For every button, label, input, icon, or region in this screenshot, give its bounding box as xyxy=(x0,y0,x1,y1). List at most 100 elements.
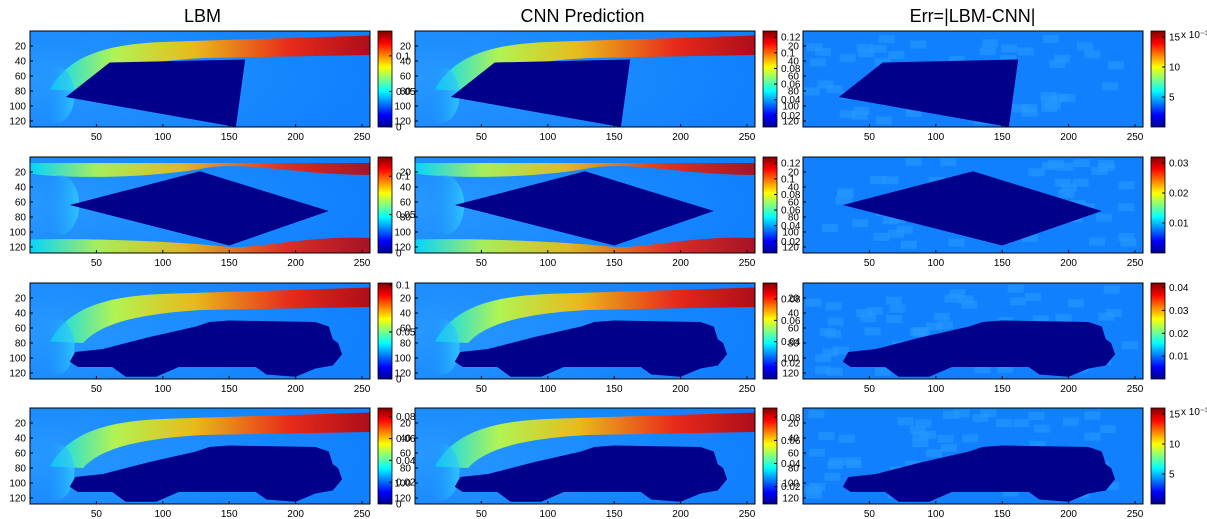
colorbar-label: 0.06 xyxy=(781,436,801,447)
colorbar-label: 10 xyxy=(1169,440,1181,451)
colorbar-label: 0.08 xyxy=(396,412,416,423)
x-tick-label: 150 xyxy=(606,509,623,519)
column-title-lbm: LBM xyxy=(183,6,221,26)
y-tick-label: 80 xyxy=(15,213,27,224)
x-tick-label: 250 xyxy=(739,132,756,143)
colorbar-label: 0.12 xyxy=(781,159,801,170)
y-tick-label: 20 xyxy=(15,294,27,305)
y-tick-label: 120 xyxy=(394,243,411,254)
colorbar-label: 0.05 xyxy=(396,210,416,221)
colorbar xyxy=(762,407,778,505)
heatmap-panel-r3-error: 50 100 150 200 250 20 40 60 80 100 120 0.01 0.02 0.03… xyxy=(782,282,1189,395)
y-tick-label: 60 xyxy=(15,198,27,209)
heatmap-panel-r4-lbm: 50 100 150 200 2502040608010012000.020.040.0… xyxy=(9,407,416,519)
colorbar-label: 0.08 xyxy=(781,64,801,75)
x-tick-label: 50 xyxy=(864,509,876,519)
x-tick-label: 200 xyxy=(1060,258,1077,269)
y-tick-label: 40 xyxy=(15,57,27,68)
x-tick-label: 150 xyxy=(606,132,623,143)
y-tick-label: 20 xyxy=(788,294,800,305)
y-tick-label: 80 xyxy=(788,87,800,98)
y-tick-label: 20 xyxy=(15,168,27,179)
y-tick-label: 120 xyxy=(782,117,799,128)
colorbar xyxy=(762,156,778,254)
y-tick-label: 100 xyxy=(9,479,26,490)
colorbar-label: 0.02 xyxy=(396,478,416,489)
y-tick-label: 100 xyxy=(394,354,411,365)
colorbar-label: 0 xyxy=(396,249,402,260)
x-tick-label: 150 xyxy=(994,132,1011,143)
x-tick-label: 250 xyxy=(1127,132,1144,143)
y-tick-label: 60 xyxy=(400,324,412,335)
x-tick-label: 250 xyxy=(354,384,371,395)
colorbar-label: 0.04 xyxy=(781,459,801,470)
colorbar-label: 0.1 xyxy=(396,51,410,62)
y-tick-label: 100 xyxy=(9,102,26,113)
colorbar-label: 0 xyxy=(396,375,402,386)
colorbar-label: 15 xyxy=(1169,410,1181,421)
y-tick-label: 40 xyxy=(400,309,412,320)
x-tick-label: 150 xyxy=(606,384,623,395)
y-tick-label: 40 xyxy=(400,183,412,194)
heatmap-panel-r1-error: 50 100 150 200 250 20 40 60 80 100 120 5 10 15 x 10⁻³ xyxy=(782,30,1207,143)
y-tick-label: 60 xyxy=(400,449,412,460)
colorbar-label: 0.03 xyxy=(1169,306,1189,317)
y-tick-label: 60 xyxy=(15,324,27,335)
y-tick-label: 80 xyxy=(788,213,800,224)
x-tick-label: 250 xyxy=(354,258,371,269)
x-tick-label: 50 xyxy=(864,384,876,395)
x-tick-label: 200 xyxy=(1060,132,1077,143)
y-tick-label: 20 xyxy=(400,419,412,430)
x-tick-label: 100 xyxy=(154,258,171,269)
x-tick-label: 50 xyxy=(476,132,488,143)
x-tick-label: 50 xyxy=(91,509,103,519)
colorbar-label: 0 xyxy=(396,500,402,511)
y-tick-label: 60 xyxy=(400,72,412,83)
colorbar-label: 5 xyxy=(1169,470,1175,481)
colorbar-label: 0.04 xyxy=(396,456,416,467)
colorbar-label: 0.02 xyxy=(781,237,801,248)
colorbar-label: 0.04 xyxy=(781,95,801,106)
heatmap-panel-r3-cnn: 50 100 150 200 250204060801001200.020.040.06… xyxy=(394,282,801,395)
x-tick-label: 150 xyxy=(606,258,623,269)
colorbar-label: 0 xyxy=(396,123,402,134)
y-tick-label: 60 xyxy=(788,324,800,335)
x-tick-label: 100 xyxy=(539,258,556,269)
colorbar-label: 0.04 xyxy=(1169,283,1189,294)
y-tick-label: 100 xyxy=(394,479,411,490)
y-tick-label: 40 xyxy=(15,434,27,445)
y-tick-label: 80 xyxy=(400,87,412,98)
y-tick-label: 120 xyxy=(394,369,411,380)
x-tick-label: 150 xyxy=(221,132,238,143)
colorbar-label: 0.01 xyxy=(1169,219,1189,230)
x-tick-label: 200 xyxy=(287,509,304,519)
colorbar xyxy=(762,30,778,128)
colorbar-label: 0.08 xyxy=(781,190,801,201)
colorbar xyxy=(1150,30,1166,128)
y-tick-label: 100 xyxy=(394,102,411,113)
colorbar-label: 0.02 xyxy=(781,359,801,370)
heatmap-panel-r1-cnn: 50 100 150 200 250204060801001200.020.040.06… xyxy=(394,30,801,143)
y-tick-label: 40 xyxy=(15,183,27,194)
y-tick-label: 40 xyxy=(788,183,800,194)
y-tick-label: 120 xyxy=(782,369,799,380)
x-tick-label: 250 xyxy=(354,509,371,519)
x-tick-label: 100 xyxy=(154,384,171,395)
x-tick-label: 250 xyxy=(1127,258,1144,269)
colorbar xyxy=(762,282,778,380)
column-title-cnn-prediction: CNN Prediction xyxy=(520,6,645,26)
y-tick-label: 80 xyxy=(788,339,800,350)
colorbar-label: 0.08 xyxy=(781,413,801,424)
colorbar xyxy=(377,407,393,505)
y-tick-label: 60 xyxy=(788,72,800,83)
x-tick-label: 150 xyxy=(994,258,1011,269)
colorbar-label: 0.01 xyxy=(1169,352,1189,363)
y-tick-label: 60 xyxy=(400,198,412,209)
y-tick-label: 40 xyxy=(788,309,800,320)
y-tick-label: 60 xyxy=(788,198,800,209)
x-tick-label: 150 xyxy=(221,384,238,395)
colorbar-label: 0.04 xyxy=(781,221,801,232)
x-tick-label: 200 xyxy=(1060,384,1077,395)
colorbar-exponent: x 10⁻³ xyxy=(1181,30,1207,41)
